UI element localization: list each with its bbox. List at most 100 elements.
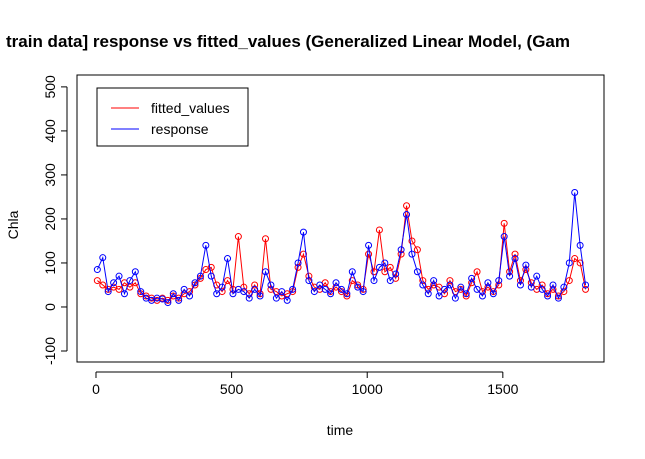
data-point: [419, 281, 427, 289]
data-point: [370, 268, 378, 276]
series-line: [96, 192, 587, 304]
data-point: [549, 285, 557, 293]
data-point: [272, 294, 280, 302]
data-point: [538, 281, 546, 289]
data-point: [251, 285, 259, 293]
data-point: [99, 254, 107, 262]
data-point: [207, 272, 215, 280]
data-point: [175, 294, 183, 302]
data-point: [462, 290, 470, 298]
legend-box: [96, 87, 249, 147]
data-point: [511, 250, 519, 258]
data-point: [213, 290, 221, 298]
y-tick-label: 200: [42, 207, 58, 231]
data-point: [576, 259, 584, 267]
data-point: [93, 266, 101, 274]
legend-label: response: [151, 121, 209, 137]
data-point: [489, 290, 497, 298]
data-point: [294, 259, 302, 267]
data-point: [435, 292, 443, 300]
data-point: [511, 255, 519, 263]
data-point: [538, 285, 546, 293]
data-point: [516, 281, 524, 289]
data-point: [299, 228, 307, 236]
data-point: [207, 263, 215, 271]
data-point: [457, 285, 465, 293]
y-tick-label: 0: [42, 303, 58, 311]
data-point: [560, 288, 568, 296]
data-point: [484, 279, 492, 287]
y-tick-label: 500: [42, 75, 58, 99]
x-tick-label: 0: [92, 381, 100, 397]
data-point: [196, 272, 204, 280]
x-tick-label: 1500: [487, 381, 518, 397]
data-point: [451, 294, 459, 302]
data-point: [365, 250, 373, 258]
data-point: [131, 268, 139, 276]
data-point: [234, 233, 242, 241]
data-point: [565, 259, 573, 267]
data-point: [359, 288, 367, 296]
data-point: [554, 294, 562, 302]
y-tick-label: -100: [42, 337, 58, 365]
legend-label: fitted_values: [151, 100, 230, 116]
data-point: [99, 281, 107, 289]
data-point: [403, 202, 411, 210]
series-line: [97, 205, 587, 301]
data-point: [441, 285, 449, 293]
data-point: [375, 263, 383, 271]
data-point: [549, 281, 557, 289]
data-point: [191, 279, 199, 287]
x-tick-label: 500: [220, 381, 244, 397]
data-point: [180, 285, 188, 293]
data-point: [582, 281, 590, 289]
data-point: [544, 290, 552, 298]
data-point: [120, 290, 128, 298]
data-point: [386, 277, 394, 285]
data-point: [186, 292, 194, 300]
data-point: [484, 283, 492, 291]
y-tick-label: 400: [42, 119, 58, 143]
data-point: [137, 288, 145, 296]
data-point: [381, 259, 389, 267]
data-point: [337, 285, 345, 293]
data-point: [332, 279, 340, 287]
data-point: [408, 237, 416, 245]
data-point: [495, 277, 503, 285]
data-point: [424, 290, 432, 298]
data-point: [343, 290, 351, 298]
data-point: [240, 288, 248, 296]
data-point: [327, 290, 335, 298]
chart-title: train data] response vs fitted_values (G…: [6, 32, 570, 51]
y-axis-label: Chla: [5, 210, 21, 239]
data-point: [126, 277, 134, 285]
data-point: [478, 292, 486, 300]
data-point: [392, 270, 400, 278]
data-point: [375, 226, 383, 234]
data-point: [267, 281, 275, 289]
data-point: [115, 285, 123, 293]
data-point: [305, 277, 313, 285]
data-point: [164, 299, 172, 307]
data-point: [544, 292, 552, 300]
data-point: [354, 283, 362, 291]
data-point: [560, 283, 568, 291]
data-point: [413, 268, 421, 276]
data-point: [218, 283, 226, 291]
data-point: [413, 246, 421, 254]
data-point: [468, 274, 476, 282]
data-point: [533, 272, 541, 280]
data-point: [175, 296, 183, 304]
data-point: [506, 272, 514, 280]
data-point: [278, 288, 286, 296]
data-point: [354, 281, 362, 289]
data-point: [316, 281, 324, 289]
data-point: [93, 277, 101, 285]
data-point: [386, 263, 394, 271]
data-point: [457, 283, 465, 291]
data-point: [473, 285, 481, 293]
data-point: [582, 285, 590, 293]
data-point: [202, 241, 210, 249]
data-point: [348, 268, 356, 276]
